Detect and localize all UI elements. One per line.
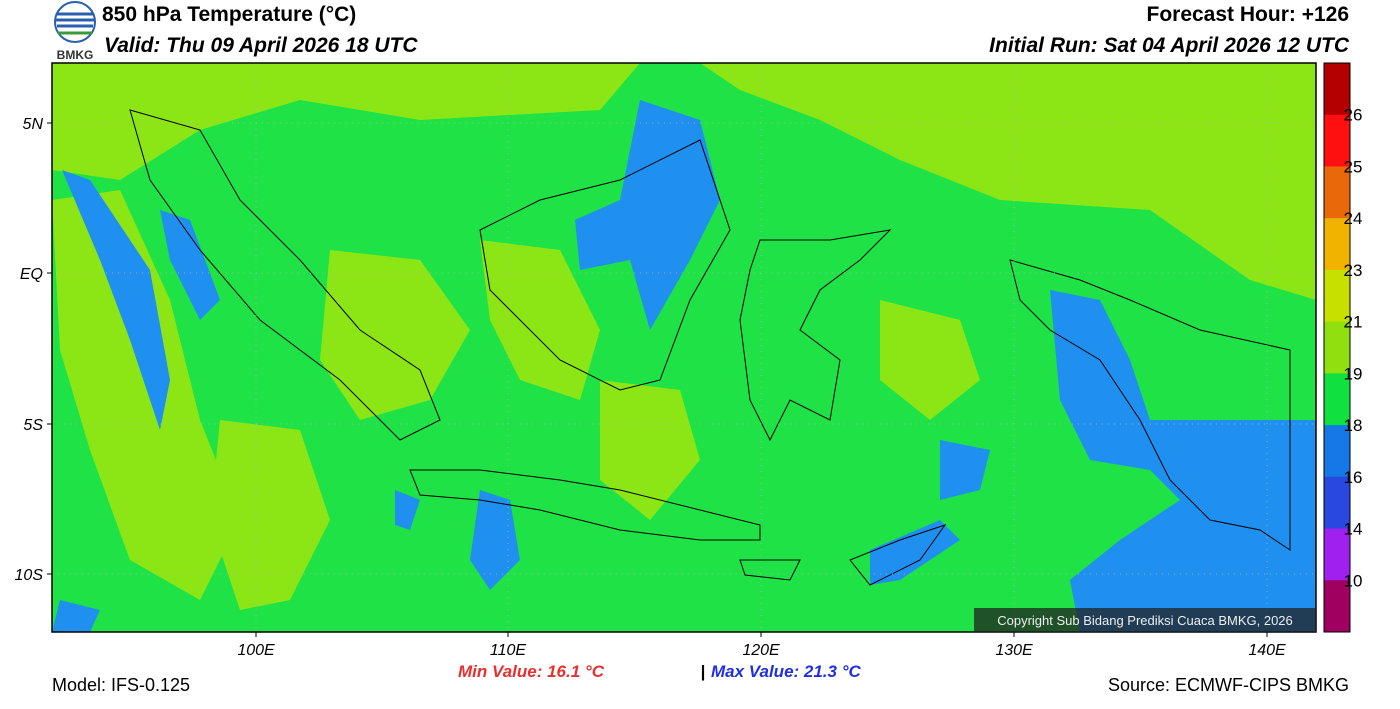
lon-label: 130E (995, 642, 1033, 659)
coastlines (129, 109, 1291, 586)
lat-label: 5N (23, 116, 44, 133)
lat-label: 5S (23, 417, 43, 434)
colorbar-segment (1324, 321, 1350, 374)
colorbar-label: 21 (1344, 313, 1363, 332)
colorbar-segment (1324, 580, 1350, 633)
colorbar-segment (1324, 425, 1350, 478)
colorbar-label: 19 (1344, 364, 1363, 383)
logo: BMKG (54, 1, 96, 62)
colorbar-label: 14 (1344, 520, 1363, 539)
colorbar-label: 25 (1344, 157, 1363, 176)
colorbar-label: 26 (1344, 106, 1363, 125)
initial-run: Initial Run: Sat 04 April 2026 12 UTC (989, 34, 1350, 57)
colorbar-segment (1324, 63, 1350, 116)
lat-label: EQ (20, 266, 43, 283)
min-value: Min Value: 16.1 °C (458, 662, 605, 681)
colorbar-segment (1324, 218, 1350, 271)
colorbar-label: 18 (1344, 416, 1363, 435)
warm-patches (52, 63, 1316, 610)
max-value: Max Value: 21.3 °C (711, 662, 862, 681)
graticule: 5N EQ 5S 10S 100E 110E 120E 130E 140E (15, 63, 1316, 659)
colorbar-segment (1324, 528, 1350, 581)
valid-time: Valid: Thu 09 April 2026 18 UTC (104, 34, 418, 57)
separator: | (701, 662, 706, 681)
colorbar-label: 16 (1344, 468, 1363, 487)
colorbar-label: 24 (1344, 209, 1363, 228)
copyright-box (974, 608, 1316, 632)
colorbar-frame (1323, 62, 1351, 633)
colorbar-segment (1324, 114, 1350, 167)
lon-label: 140E (1248, 642, 1286, 659)
colorbar-segment (1324, 269, 1350, 323)
colorbar-segment (1324, 476, 1350, 530)
lat-label: 10S (15, 567, 44, 584)
forecast-hour: Forecast Hour: +126 (1147, 3, 1350, 26)
cool-patches (52, 100, 1316, 632)
model: Model: IFS-0.125 (52, 675, 190, 695)
copyright: Copyright Sub Bidang Prediksi Cuaca BMKG… (997, 613, 1293, 628)
lon-label: 120E (742, 642, 780, 659)
map-field (52, 63, 1316, 632)
lon-label: 100E (237, 642, 275, 659)
colorbar: 26 25 24 23 21 19 18 16 14 10 (1323, 62, 1363, 633)
colorbar-segment (1324, 166, 1350, 219)
map-frame (51, 62, 1317, 633)
source: Source: ECMWF-CIPS BMKG (1108, 675, 1349, 695)
title: 850 hPa Temperature (°C) (102, 3, 356, 26)
colorbar-segment (1324, 373, 1350, 426)
colorbar-label: 23 (1344, 261, 1363, 280)
colorbar-label: 10 (1344, 571, 1363, 590)
logo-text: BMKG (57, 48, 94, 62)
lon-label: 110E (490, 642, 527, 659)
